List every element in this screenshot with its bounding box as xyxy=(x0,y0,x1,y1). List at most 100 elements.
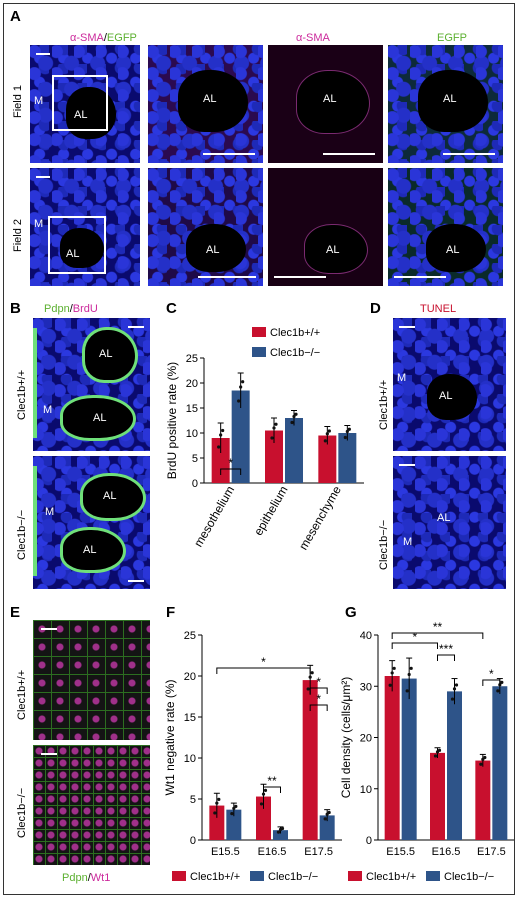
data-point xyxy=(388,683,392,687)
panel-e-footer: Pdpn/Wt1 xyxy=(62,872,110,884)
panel-e-row1-label: Clec1b+/+ xyxy=(16,669,28,720)
label-al: AL xyxy=(74,109,88,121)
x-tick-label: E17.5 xyxy=(304,846,333,858)
legend-swatch xyxy=(252,327,266,337)
data-point xyxy=(345,429,349,434)
bar xyxy=(319,815,335,840)
significance-bracket xyxy=(309,687,328,694)
data-point xyxy=(327,429,331,433)
panel-b-title: Pdpn/BrdU xyxy=(44,303,98,315)
data-point xyxy=(263,788,268,792)
bar xyxy=(338,433,357,483)
data-point xyxy=(259,802,264,806)
data-point xyxy=(325,432,329,436)
data-point xyxy=(234,804,238,808)
label-al: AL xyxy=(99,348,113,360)
legend-swatch xyxy=(348,871,362,881)
micrograph-field1-egfp: AL xyxy=(388,45,503,163)
data-point xyxy=(343,435,347,440)
micrograph-field1-overview: M AL xyxy=(30,45,140,163)
bar xyxy=(256,796,271,840)
micrograph-field2-sma: AL xyxy=(268,168,383,286)
panel-label-a: A xyxy=(10,8,21,25)
panel-b-row2-label: Clec1b−/− xyxy=(16,509,28,560)
data-point xyxy=(405,689,409,693)
label-al: AL xyxy=(439,390,453,402)
significance-bracket xyxy=(263,786,281,793)
data-point xyxy=(276,830,281,834)
data-point xyxy=(270,436,274,440)
micrograph-d-wt: M AL xyxy=(393,318,506,451)
significance-label: * xyxy=(489,667,494,681)
label-al: AL xyxy=(326,244,340,256)
footer-wt1: Wt1 xyxy=(90,872,111,884)
data-point xyxy=(215,801,219,805)
y-tick-label: 20 xyxy=(360,733,372,745)
merge-sep: / xyxy=(103,32,107,44)
row-label-field2: Field 2 xyxy=(12,218,24,252)
panel-label-f: F xyxy=(166,604,176,621)
legend-swatch xyxy=(172,871,186,881)
significance-label: * xyxy=(261,655,266,669)
bar xyxy=(318,435,337,483)
chart-c: 0 5 10 15 20 25 BrdU positive rate (%) mesothel… xyxy=(165,327,364,552)
y-tick-label: 15 xyxy=(186,403,198,415)
significance-bracket xyxy=(391,632,484,639)
data-point xyxy=(310,671,314,675)
label-m: M xyxy=(43,404,53,416)
panel-d-row1-label: Clec1b+/+ xyxy=(378,379,390,430)
y-axis-label: Wt1 negative rate (%) xyxy=(163,679,177,795)
data-point xyxy=(306,687,310,691)
significance-label: * xyxy=(412,630,417,644)
bar xyxy=(401,678,417,840)
panel-label-g: G xyxy=(345,604,357,621)
label-m: M xyxy=(397,372,407,384)
y-tick-label: 10 xyxy=(186,428,198,440)
y-axis-label: BrdU positive rate (%) xyxy=(165,362,179,479)
micrograph-e-ko xyxy=(33,745,150,865)
data-point xyxy=(217,445,221,449)
x-tick-label: mesenchyme xyxy=(296,483,344,552)
micrograph-b-wt: AL AL M xyxy=(33,318,150,451)
x-tick-label: epithelium xyxy=(251,484,290,538)
chart-g: 0 10 20 30 40 Cell density (cells/μm²) E15.5 E1… xyxy=(339,620,514,883)
bar xyxy=(447,691,462,840)
data-point xyxy=(347,427,351,431)
data-point xyxy=(241,380,245,384)
panel-b-row1-label: Clec1b+/+ xyxy=(16,369,28,420)
data-point xyxy=(327,810,331,815)
bar xyxy=(492,686,508,840)
panel-label-c: C xyxy=(166,300,177,317)
data-point xyxy=(390,671,394,675)
micrograph-field2-merge: AL xyxy=(148,168,263,286)
significance-label: * xyxy=(228,456,233,470)
bar xyxy=(226,809,242,840)
legend-label: Clec1b+/+ xyxy=(190,871,240,883)
significance-bracket xyxy=(309,704,328,711)
data-point xyxy=(213,811,217,815)
data-point xyxy=(274,422,278,426)
panel-a-header-egfp: EGFP xyxy=(437,32,467,44)
legend-swatch xyxy=(250,871,264,881)
significance-label: * xyxy=(316,675,321,689)
data-point xyxy=(292,414,296,419)
label-al: AL xyxy=(203,93,217,105)
legend-label: Clec1b+/+ xyxy=(270,327,320,339)
data-point xyxy=(237,399,241,403)
legend-label: Clec1b−/− xyxy=(444,871,494,883)
pdpn-label: Pdpn xyxy=(44,303,70,315)
title-sep: / xyxy=(69,303,73,315)
merge-egfp-label: EGFP xyxy=(106,32,137,44)
label-al: AL xyxy=(83,544,97,556)
micrograph-field1-merge: AL xyxy=(148,45,263,163)
data-point xyxy=(450,697,455,701)
panel-d-title: TUNEL xyxy=(420,303,457,315)
bar xyxy=(430,752,445,840)
x-tick-label: E15.5 xyxy=(386,846,415,858)
micrograph-field2-egfp: AL xyxy=(388,168,503,286)
y-tick-label: 5 xyxy=(190,794,196,806)
data-point xyxy=(454,683,459,687)
label-al: AL xyxy=(443,93,457,105)
significance-label: * xyxy=(316,692,321,706)
data-point xyxy=(437,748,442,752)
